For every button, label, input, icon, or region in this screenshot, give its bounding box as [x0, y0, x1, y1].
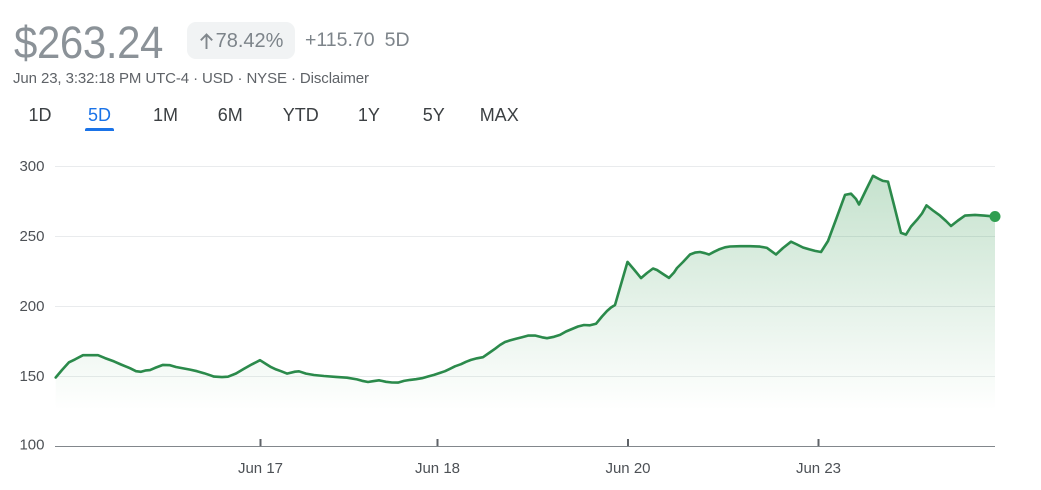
- svg-text:Jun 20: Jun 20: [605, 460, 650, 477]
- svg-text:Jun 17: Jun 17: [238, 460, 283, 477]
- svg-text:250: 250: [19, 228, 44, 245]
- svg-text:200: 200: [19, 298, 44, 315]
- svg-text:100: 100: [19, 436, 44, 453]
- svg-text:300: 300: [19, 158, 44, 175]
- svg-text:Jun 23: Jun 23: [796, 460, 841, 477]
- svg-text:Jun 18: Jun 18: [415, 460, 460, 477]
- svg-text:150: 150: [19, 368, 44, 385]
